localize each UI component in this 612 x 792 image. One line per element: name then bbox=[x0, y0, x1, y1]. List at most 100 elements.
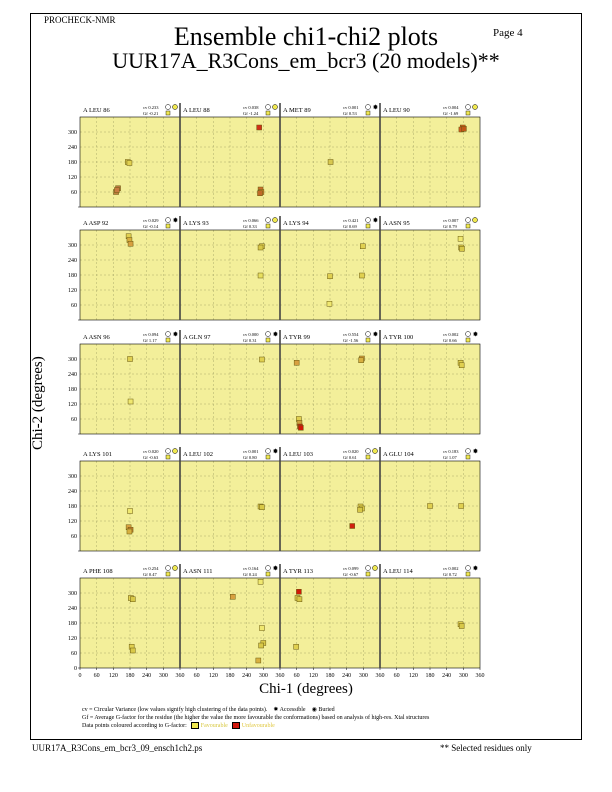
cv-value: cv 0.007 bbox=[443, 218, 459, 223]
data-point bbox=[296, 596, 303, 602]
cv-dial-icon bbox=[365, 331, 371, 337]
residue-label: A LEU 114 bbox=[383, 568, 413, 575]
cv-value: cv 0.094 bbox=[143, 332, 159, 337]
residue-label: A PHE 108 bbox=[83, 568, 113, 575]
data-point bbox=[259, 356, 265, 363]
data-point bbox=[257, 244, 264, 251]
cv-dial-icon bbox=[465, 104, 471, 110]
data-point bbox=[358, 357, 364, 363]
x-tick-label: 180 bbox=[126, 673, 135, 679]
data-point bbox=[427, 503, 433, 509]
page-frame bbox=[30, 13, 582, 740]
y-tick-label: 300 bbox=[68, 130, 77, 136]
y-tick-label: 240 bbox=[68, 258, 77, 264]
gf-value: Gf 0.31 bbox=[243, 338, 257, 343]
cv-value: cv 0.099 bbox=[343, 566, 359, 571]
x-tick-label: 180 bbox=[226, 673, 235, 679]
cv-value: cv 0.066 bbox=[243, 218, 259, 223]
legend-cv-text: cv = Circular Variance (low values signi… bbox=[82, 707, 268, 713]
unfavourable-swatch bbox=[232, 722, 241, 730]
gf-value: Gf 0.33 bbox=[243, 224, 257, 229]
x-tick-label: 240 bbox=[442, 673, 451, 679]
gf-swatch bbox=[165, 571, 171, 577]
data-point bbox=[114, 187, 120, 193]
legend-colour-text: Data points coloured according to G-fact… bbox=[82, 723, 187, 729]
cv-value: cv 0.000 bbox=[243, 332, 259, 337]
y-tick-label: 240 bbox=[68, 372, 77, 378]
data-point bbox=[259, 625, 265, 631]
data-point bbox=[126, 528, 133, 535]
x-tick-label: 360 bbox=[276, 673, 285, 679]
gf-swatch bbox=[165, 110, 171, 116]
residue-label: A GLU 104 bbox=[383, 451, 414, 458]
residue-label: A LEU 90 bbox=[383, 107, 410, 114]
y-tick-label: 120 bbox=[68, 519, 77, 525]
accessible-icon: ✸ bbox=[273, 707, 279, 713]
cv-dial-icon bbox=[265, 448, 271, 454]
data-point bbox=[127, 398, 134, 405]
data-point bbox=[257, 579, 264, 585]
gf-value: Gf 1.17 bbox=[143, 338, 157, 343]
y-tick-label: 60 bbox=[71, 303, 77, 309]
accessible-icon: ✸ bbox=[273, 565, 279, 573]
data-point bbox=[359, 272, 365, 279]
program-name: PROCHECK-NMR bbox=[44, 15, 116, 25]
x-tick-label: 60 bbox=[194, 673, 200, 679]
gf-value: Gf -0.21 bbox=[143, 111, 158, 116]
cv-dial-icon bbox=[465, 217, 471, 223]
data-point bbox=[130, 596, 136, 602]
legend-unfavourable: Unfavourable bbox=[241, 723, 275, 729]
y-tick-label: 120 bbox=[68, 402, 77, 408]
residue-label: A GLN 97 bbox=[183, 334, 211, 341]
footer-filename: UUR17A_R3Cons_em_bcr3_09_ensch1ch2.ps bbox=[32, 743, 203, 753]
x-tick-label: 360 bbox=[176, 673, 185, 679]
buried-icon: ◉ bbox=[311, 707, 317, 713]
x-tick-label: 60 bbox=[394, 673, 400, 679]
accessible-icon: ✸ bbox=[373, 104, 379, 112]
cv-dial-icon bbox=[165, 104, 171, 110]
y-tick-label: 120 bbox=[68, 288, 77, 294]
residue-label: A TYR 100 bbox=[383, 334, 413, 341]
gf-value: Gf 0.66 bbox=[443, 338, 457, 343]
buried-icon bbox=[272, 217, 278, 223]
data-point bbox=[296, 589, 302, 595]
y-tick-label: 60 bbox=[71, 651, 77, 657]
cv-value: cv 0.038 bbox=[243, 105, 259, 110]
accessible-icon: ✸ bbox=[373, 331, 379, 339]
residue-label: A TYR 113 bbox=[283, 568, 313, 575]
x-tick-label: 240 bbox=[142, 673, 151, 679]
cv-value: cv 0.002 bbox=[443, 566, 459, 571]
cv-value: cv 0.020 bbox=[343, 449, 359, 454]
gf-swatch bbox=[465, 223, 471, 229]
residue-label: A LEU 86 bbox=[83, 107, 110, 114]
x-tick-label: 120 bbox=[209, 673, 218, 679]
gf-value: Gf -0.14 bbox=[143, 224, 159, 229]
gf-swatch bbox=[265, 571, 271, 577]
cv-value: cv 0.421 bbox=[343, 218, 359, 223]
cv-value: cv 0.001 bbox=[243, 449, 259, 454]
data-point bbox=[461, 126, 467, 132]
y-tick-label: 180 bbox=[68, 387, 77, 393]
cv-dial-icon bbox=[465, 448, 471, 454]
residue-label: A LYS 94 bbox=[283, 220, 309, 227]
data-point bbox=[230, 594, 236, 600]
cv-dial-icon bbox=[265, 565, 271, 571]
buried-icon bbox=[172, 448, 178, 454]
residue-label: A ASN 96 bbox=[83, 334, 110, 341]
y-axis-label: Chi-2 (degrees) bbox=[30, 356, 46, 450]
x-tick-label: 300 bbox=[259, 673, 268, 679]
cv-dial-icon bbox=[365, 104, 371, 110]
page-subtitle: UUR17A_R3Cons_em_bcr3 (20 models)** bbox=[112, 48, 500, 73]
residue-label: A LYS 101 bbox=[83, 451, 112, 458]
residue-label: A LEU 103 bbox=[283, 451, 313, 458]
accessible-icon: ✸ bbox=[173, 217, 179, 225]
buried-icon bbox=[372, 448, 378, 454]
x-tick-label: 120 bbox=[409, 673, 418, 679]
accessible-icon: ✸ bbox=[473, 331, 479, 339]
data-point bbox=[259, 504, 265, 510]
cv-dial-icon bbox=[365, 565, 371, 571]
gf-value: Gf 0.24 bbox=[243, 572, 257, 577]
gf-value: Gf 1.07 bbox=[443, 455, 457, 460]
x-tick-label: 300 bbox=[459, 673, 468, 679]
